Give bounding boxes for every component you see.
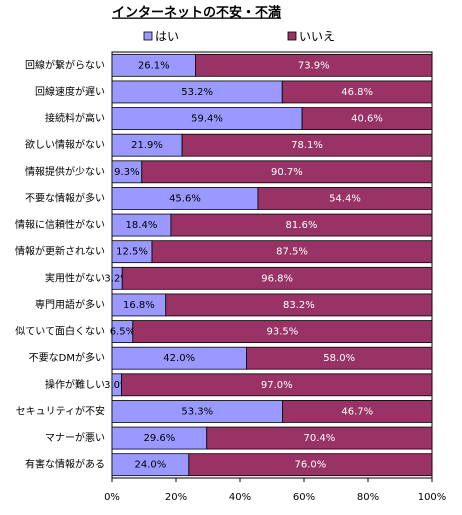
data-label: 53.3% bbox=[181, 406, 213, 417]
x-tick-label: 80% bbox=[357, 492, 379, 503]
y-tick-label: 情報が更新されない bbox=[15, 245, 105, 258]
data-label: 53.2% bbox=[181, 87, 213, 98]
bar-segment bbox=[282, 400, 433, 423]
bar-segment bbox=[165, 293, 433, 317]
data-label: 6.5% bbox=[110, 327, 135, 338]
y-tick-label: 操作が難しい bbox=[45, 378, 105, 391]
y-tick-label: 情報提供が少ない bbox=[25, 165, 105, 178]
data-label: 42.0% bbox=[163, 353, 195, 364]
data-label: 29.6% bbox=[143, 433, 175, 444]
legend-label: いいえ bbox=[299, 30, 335, 44]
bar-segment bbox=[121, 266, 433, 290]
data-label: 73.9% bbox=[298, 60, 330, 71]
data-label: 87.5% bbox=[276, 247, 308, 258]
bar-segment bbox=[195, 53, 433, 77]
x-tick-label: 100% bbox=[418, 492, 447, 503]
data-label: 18.4% bbox=[126, 220, 158, 231]
bar-segment bbox=[188, 453, 433, 477]
y-tick-label: 回線速度が遅い bbox=[35, 85, 105, 98]
y-tick-label: 専門用語が多い bbox=[35, 298, 105, 311]
y-tick-label: 実用性がない bbox=[45, 271, 105, 284]
data-label: 81.6% bbox=[286, 220, 318, 231]
y-tick-label: 有害な情報がある bbox=[25, 458, 105, 471]
bar-segment bbox=[257, 187, 433, 210]
data-label: 70.4% bbox=[303, 433, 335, 444]
data-label: 21.9% bbox=[131, 140, 163, 151]
data-label: 3.0% bbox=[104, 380, 129, 391]
data-label: 59.4% bbox=[191, 114, 223, 125]
bar-segment bbox=[151, 240, 433, 264]
y-tick-label: 情報に信頼性がない bbox=[15, 218, 105, 231]
legend-label: はい bbox=[155, 30, 179, 44]
data-label: 40.6% bbox=[351, 114, 383, 125]
bar-segment bbox=[281, 80, 433, 104]
data-label: 83.2% bbox=[283, 300, 315, 311]
bar-segment bbox=[141, 160, 433, 184]
data-label: 45.6% bbox=[169, 193, 201, 204]
data-label: 9.3% bbox=[114, 167, 139, 178]
data-label: 78.1% bbox=[291, 140, 323, 151]
x-tick-label: 60% bbox=[293, 492, 315, 503]
data-label: 12.5% bbox=[116, 247, 148, 258]
y-tick-label: 似ていて面白くない bbox=[15, 325, 105, 338]
data-label: 16.8% bbox=[123, 300, 155, 311]
y-tick-label: マナーが悪い bbox=[45, 431, 105, 444]
y-tick-label: 回線が繋がらない bbox=[25, 58, 105, 71]
legend-swatch bbox=[287, 31, 297, 41]
data-label: 54.4% bbox=[329, 193, 361, 204]
data-label: 93.5% bbox=[267, 327, 299, 338]
bar-segment bbox=[245, 346, 433, 370]
chart-title: インターネットの不安・不満 bbox=[112, 5, 281, 21]
y-tick-label: 不要なDMが多い bbox=[29, 351, 105, 364]
bar-segment bbox=[132, 320, 433, 343]
bar-segment bbox=[181, 133, 433, 157]
y-tick-label: 不要な情報が多い bbox=[25, 191, 105, 204]
data-label: 97.0% bbox=[261, 380, 293, 391]
bar-segment bbox=[170, 213, 433, 237]
x-tick-label: 0% bbox=[104, 492, 120, 503]
data-label: 24.0% bbox=[135, 460, 167, 471]
legend-swatch bbox=[143, 31, 153, 41]
y-tick-label: 接続料が高い bbox=[45, 112, 105, 125]
data-label: 3.2% bbox=[104, 273, 129, 284]
data-label: 26.1% bbox=[138, 60, 170, 71]
bar-segment bbox=[121, 373, 433, 397]
data-label: 90.7% bbox=[271, 167, 303, 178]
x-tick-label: 40% bbox=[229, 492, 251, 503]
data-label: 58.0% bbox=[323, 353, 355, 364]
bar-segment bbox=[301, 107, 433, 130]
data-label: 46.8% bbox=[341, 87, 373, 98]
y-tick-label: セキュリティが不安 bbox=[16, 404, 105, 417]
data-label: 76.0% bbox=[295, 460, 327, 471]
data-label: 96.8% bbox=[261, 273, 293, 284]
data-label: 46.7% bbox=[341, 406, 373, 417]
bar-segment bbox=[206, 426, 433, 450]
x-tick-label: 20% bbox=[165, 492, 187, 503]
y-tick-label: 欲しい情報がない bbox=[25, 138, 105, 151]
